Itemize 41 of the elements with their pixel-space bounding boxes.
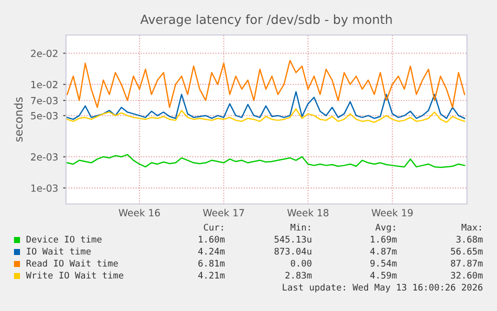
x-tick-label: Week 18 [287, 208, 328, 216]
x-tick-label: Week 17 [203, 208, 244, 216]
line-series [66, 60, 466, 108]
x-tick-label: Week 19 [372, 208, 413, 216]
y-tick-label: 5e-03 [31, 112, 58, 120]
text: 4.24m [198, 248, 225, 255]
text: 2.83m [285, 272, 312, 279]
y-tick-label: 7e-03 [31, 96, 58, 104]
text: 1.60m [198, 236, 225, 243]
text: Avg: [375, 224, 395, 232]
text: 4.87m [370, 248, 397, 255]
text: 6.81m [198, 260, 225, 267]
y-axis-title: seconds [14, 97, 23, 142]
text: 32.60m [450, 272, 483, 279]
text: Max: [462, 224, 481, 231]
line-series [66, 108, 466, 123]
text: Last update: Wed May 13 16:00:26 2026 [282, 284, 482, 292]
text: 0.00 [290, 260, 312, 267]
legend-label: Read IO Wait time [26, 260, 118, 267]
text: 9.54m [370, 260, 397, 267]
legend-label: IO Wait time [26, 248, 91, 255]
y-tick-label: 1e-02 [31, 80, 58, 88]
legend-label: Device IO time [26, 236, 102, 243]
text: 4.21m [198, 272, 225, 279]
text: 545.13u [274, 236, 312, 243]
text: 87.87m [450, 260, 483, 267]
line-series [66, 154, 466, 168]
text: 4.59m [370, 272, 397, 279]
line-series [66, 91, 466, 120]
text: 1.69m [370, 236, 397, 243]
text: 3.68m [456, 236, 483, 243]
x-tick-label: Week 16 [118, 208, 160, 216]
text: 56.65m [451, 248, 483, 255]
text: 873.04u [274, 248, 312, 255]
y-tick-label: 2e-02 [31, 50, 58, 58]
text: Min: [290, 224, 310, 231]
text: Cur: [204, 224, 223, 231]
y-tick-label: 2e-03 [31, 153, 58, 161]
chart-title: Average latency for /dev/sdb - by month [140, 14, 392, 26]
y-tick-label: 1e-03 [31, 184, 58, 192]
legend-label: Write IO Wait time [26, 272, 124, 279]
